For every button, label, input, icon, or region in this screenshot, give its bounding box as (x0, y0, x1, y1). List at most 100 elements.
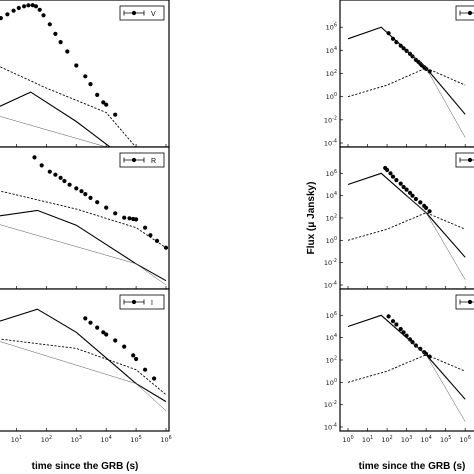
data-point (424, 205, 429, 210)
data-point (47, 22, 52, 27)
x-tick-label: 100 (342, 435, 353, 444)
data-point (95, 200, 100, 205)
data-point (79, 189, 84, 194)
plot-area (0, 3, 137, 147)
panel-right-bottom: 100 101 102 103 104 105 106 10-4 10-2 100 102 104 10… (324, 288, 474, 472)
y-tick-label: 100 (326, 378, 337, 387)
data-point (33, 4, 39, 9)
model-curve-dashed (0, 338, 167, 396)
data-point (134, 217, 139, 222)
panel-left-top: V (0, 0, 170, 148)
legend: R (119, 152, 165, 168)
data-point (53, 31, 58, 36)
model-curve-thin (0, 224, 167, 286)
data-point (122, 215, 127, 220)
legend-marker (131, 10, 137, 16)
panel-right-top: 10-4 10-2 100 102 104 106 (324, 0, 474, 148)
data-point (113, 338, 118, 343)
data-point (390, 36, 396, 41)
data-point (47, 169, 52, 174)
data-point (39, 163, 44, 168)
data-point (58, 175, 63, 180)
data-point (32, 155, 37, 160)
data-point (390, 319, 396, 324)
data-point (401, 184, 406, 190)
y-tick-label: 104 (326, 46, 337, 55)
data-point (131, 353, 136, 358)
data-point (74, 186, 79, 191)
data-point (143, 225, 148, 230)
data-point (385, 167, 390, 173)
data-point (122, 344, 127, 349)
data-point (104, 332, 109, 337)
legend-marker (467, 10, 473, 16)
plot-area (347, 165, 466, 280)
data-point (104, 205, 109, 210)
y-axis-title: Flux (μ Jansky) (306, 182, 317, 255)
model-curve-solid (0, 209, 167, 282)
model-curve-thin (0, 341, 167, 411)
data-point (113, 112, 118, 117)
legend-label: V (151, 11, 156, 18)
x-tick-label: 105 (130, 435, 141, 444)
data-point (83, 192, 88, 197)
model-curve-thin (406, 337, 466, 422)
data-point (88, 320, 93, 325)
legend-marker (467, 157, 473, 163)
data-point (83, 74, 88, 79)
plot-area (347, 314, 466, 422)
legend: V (119, 5, 165, 21)
model-curve-solid (0, 91, 111, 147)
panel-left-bottom: I 101 102 103 104 105 106 time since the GRB (s… (0, 288, 172, 472)
model-curve-dashed (347, 67, 466, 98)
data-point (83, 316, 88, 321)
x-tick-label: 105 (440, 435, 451, 444)
data-point (37, 7, 42, 12)
y-tick-label: 10-2 (324, 258, 337, 267)
y-tick-label: 10-4 (324, 281, 337, 290)
data-point (404, 187, 409, 192)
y-tick-label: 10-2 (324, 400, 337, 409)
data-point (394, 322, 399, 327)
data-point (154, 238, 160, 243)
y-tick-label: 100 (326, 236, 337, 245)
plot-area (0, 155, 169, 286)
panel-left-middle: R (0, 146, 170, 290)
x-tick-label: 106 (160, 435, 171, 444)
data-point (427, 209, 432, 214)
data-point (16, 5, 21, 11)
data-point (394, 40, 399, 45)
data-point (88, 82, 93, 87)
legend-label: R (151, 158, 156, 165)
data-point (95, 325, 100, 330)
y-tick-label: 10-4 (324, 423, 337, 432)
data-point (394, 178, 399, 183)
y-tick-label: 102 (326, 214, 337, 223)
data-point (11, 8, 16, 13)
data-point (58, 40, 63, 45)
data-point (95, 92, 100, 97)
plot-frame (339, 0, 474, 148)
model-curve-thin (406, 195, 466, 280)
data-point (67, 182, 72, 187)
y-tick-label: 106 (326, 169, 337, 178)
plot-area (347, 26, 466, 138)
x-tick-label: 103 (401, 435, 412, 444)
legend-marker (467, 299, 473, 305)
data-point (134, 356, 139, 362)
x-tick-label: 104 (101, 435, 112, 444)
data-point (388, 171, 393, 176)
y-tick-label: 106 (326, 23, 337, 32)
x-axis-title: time since the GRB (s) (32, 461, 139, 472)
x-tick-label: 102 (41, 435, 52, 444)
data-point (398, 326, 403, 332)
y-tick-label: 102 (326, 69, 337, 78)
plot-frame (0, 0, 170, 148)
x-tick-label: 104 (420, 435, 431, 444)
data-point (62, 178, 67, 184)
x-tick-label: 101 (11, 435, 22, 444)
model-curve-dashed (0, 190, 167, 249)
model-curve-dashed (347, 354, 466, 383)
data-point (30, 3, 35, 8)
legend: I (119, 294, 165, 310)
